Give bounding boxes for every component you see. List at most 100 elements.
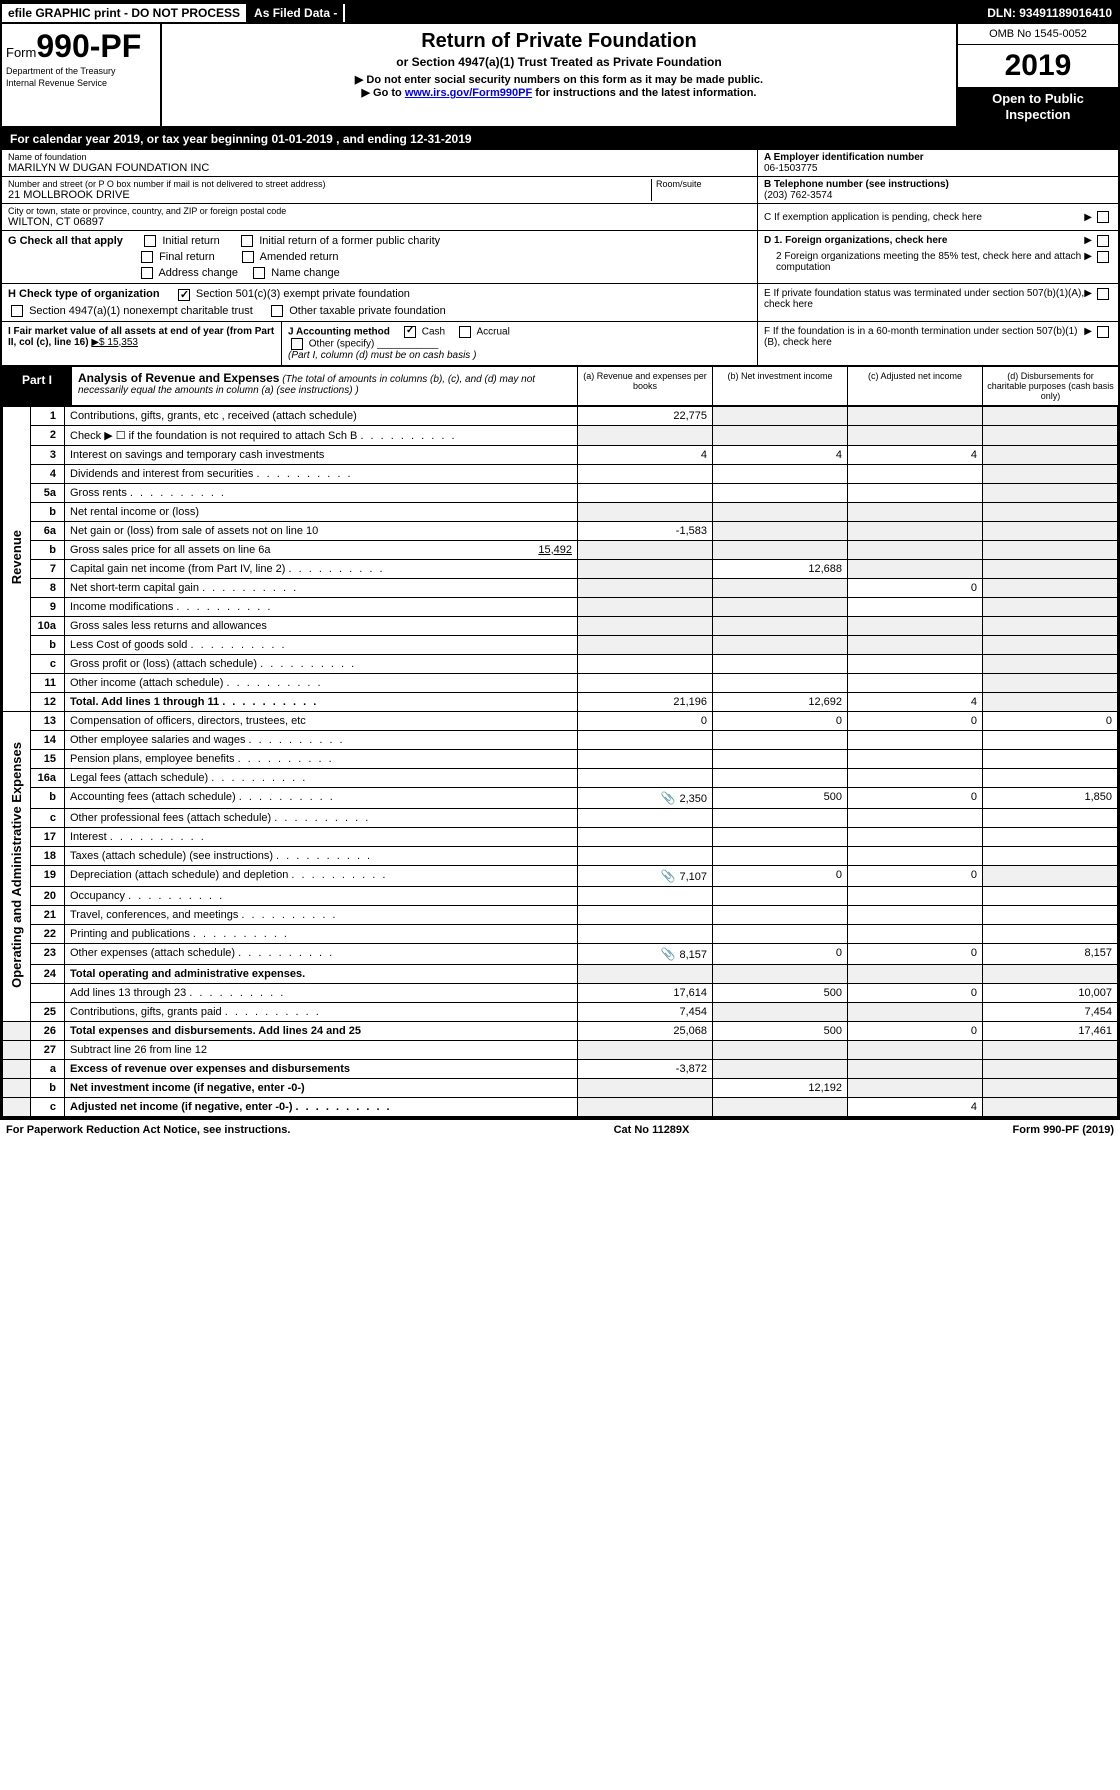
table-row: 8Net short-term capital gain 0 xyxy=(3,578,1118,597)
table-row: 2Check ▶ ☐ if the foundation is not requ… xyxy=(3,425,1118,445)
topbar: efile GRAPHIC print - DO NOT PROCESS As … xyxy=(2,2,1118,24)
attach-icon[interactable]: 📎 xyxy=(661,947,676,961)
j-cash-checkbox[interactable] xyxy=(404,326,416,338)
attach-icon[interactable]: 📎 xyxy=(661,869,676,883)
check-h-row: H Check type of organization Section 501… xyxy=(2,284,1118,321)
dln: DLN: 93491189016410 xyxy=(981,4,1118,22)
i-value: ▶$ 15,353 xyxy=(91,337,138,348)
part1-label: Part I xyxy=(2,367,72,405)
c-label: C If exemption application is pending, c… xyxy=(764,212,1084,223)
col-b-head: (b) Net investment income xyxy=(713,367,848,405)
form-number-block: Form990-PF Department of the Treasury In… xyxy=(2,24,162,126)
phone-value: (203) 762-3574 xyxy=(764,190,1112,201)
irs: Internal Revenue Service xyxy=(6,79,156,89)
phone-label: B Telephone number (see instructions) xyxy=(764,179,1112,190)
table-row: 27Subtract line 26 from line 12 xyxy=(3,1040,1118,1059)
instr-link-row: ▶ Go to www.irs.gov/Form990PF for instru… xyxy=(172,86,946,99)
part1-table: Revenue 1 Contributions, gifts, grants, … xyxy=(2,406,1118,1117)
omb-number: OMB No 1545-0052 xyxy=(958,24,1118,45)
table-row: 3Interest on savings and temporary cash … xyxy=(3,445,1118,464)
d2-checkbox[interactable] xyxy=(1097,251,1109,263)
col-c-head: (c) Adjusted net income xyxy=(848,367,983,405)
part1-header: Part I Analysis of Revenue and Expenses … xyxy=(2,367,1118,406)
room-label: Room/suite xyxy=(656,179,751,189)
tax-year: 2019 xyxy=(958,45,1118,87)
table-row: 5aGross rents xyxy=(3,483,1118,502)
form-header: Form990-PF Department of the Treasury In… xyxy=(2,24,1118,128)
d1-label: D 1. Foreign organizations, check here xyxy=(764,235,947,246)
d1-checkbox[interactable] xyxy=(1097,235,1109,247)
g-amended-checkbox[interactable] xyxy=(242,251,254,263)
j-accrual-checkbox[interactable] xyxy=(459,326,471,338)
table-row: 16aLegal fees (attach schedule) xyxy=(3,768,1118,787)
form-ref: Form 990-PF (2019) xyxy=(1013,1124,1114,1136)
table-row: Revenue 1 Contributions, gifts, grants, … xyxy=(3,406,1118,425)
h-label: H Check type of organization xyxy=(8,288,160,300)
table-row: 17Interest xyxy=(3,827,1118,846)
table-row: 23Other expenses (attach schedule) 📎8,15… xyxy=(3,943,1118,964)
cat-number: Cat No 11289X xyxy=(614,1124,690,1136)
g-initial-former-checkbox[interactable] xyxy=(241,235,253,247)
table-row: 21Travel, conferences, and meetings xyxy=(3,905,1118,924)
name-label: Name of foundation xyxy=(8,152,751,162)
footer: For Paperwork Reduction Act Notice, see … xyxy=(0,1119,1120,1140)
table-row: bNet rental income or (loss) xyxy=(3,502,1118,521)
form-title: Return of Private Foundation xyxy=(172,30,946,53)
j-other-checkbox[interactable] xyxy=(291,338,303,350)
ein-value: 06-1503775 xyxy=(764,163,1112,174)
table-row: Operating and Administrative Expenses 13… xyxy=(3,711,1118,730)
revenue-label: Revenue xyxy=(9,530,24,584)
e-label: E If private foundation status was termi… xyxy=(764,288,1084,316)
h-4947-checkbox[interactable] xyxy=(11,305,23,317)
col-a-head: (a) Revenue and expenses per books xyxy=(578,367,713,405)
g-name-checkbox[interactable] xyxy=(253,267,265,279)
table-row: cGross profit or (loss) (attach schedule… xyxy=(3,654,1118,673)
entity-city-row: City or town, state or province, country… xyxy=(2,204,1118,231)
h-501c3-checkbox[interactable] xyxy=(178,289,190,301)
table-row: bGross sales price for all assets on lin… xyxy=(3,540,1118,559)
e-checkbox[interactable] xyxy=(1097,288,1109,300)
as-filed: As Filed Data - xyxy=(248,4,345,22)
table-row: 7Capital gain net income (from Part IV, … xyxy=(3,559,1118,578)
entity-name-row: Name of foundation MARILYN W DUGAN FOUND… xyxy=(2,150,1118,177)
foundation-name: MARILYN W DUGAN FOUNDATION INC xyxy=(8,162,751,174)
form-prefix: Form xyxy=(6,45,36,60)
open-public: Open to Public Inspection xyxy=(958,87,1118,126)
form-title-block: Return of Private Foundation or Section … xyxy=(162,24,958,126)
table-row: cAdjusted net income (if negative, enter… xyxy=(3,1097,1118,1116)
ein-label: A Employer identification number xyxy=(764,152,1112,163)
table-row: 12Total. Add lines 1 through 11 21,19612… xyxy=(3,692,1118,711)
c-checkbox[interactable] xyxy=(1097,211,1109,223)
table-row: 25Contributions, gifts, grants paid 7,45… xyxy=(3,1002,1118,1021)
f-label: F If the foundation is in a 60-month ter… xyxy=(764,326,1084,361)
d2-label: 2 Foreign organizations meeting the 85% … xyxy=(764,251,1084,273)
table-row: aExcess of revenue over expenses and dis… xyxy=(3,1059,1118,1078)
j-note: (Part I, column (d) must be on cash basi… xyxy=(288,350,476,361)
table-row: 20Occupancy xyxy=(3,886,1118,905)
paperwork-notice: For Paperwork Reduction Act Notice, see … xyxy=(6,1124,290,1136)
instr-ssn: ▶ Do not enter social security numbers o… xyxy=(172,73,946,86)
expenses-label: Operating and Administrative Expenses xyxy=(9,742,24,988)
addr-label: Number and street (or P O box number if … xyxy=(8,179,651,189)
irs-link[interactable]: www.irs.gov/Form990PF xyxy=(405,87,532,99)
g-address-checkbox[interactable] xyxy=(141,267,153,279)
table-row: bLess Cost of goods sold xyxy=(3,635,1118,654)
city-value: WILTON, CT 06897 xyxy=(8,216,751,228)
g-initial-checkbox[interactable] xyxy=(144,235,156,247)
table-row: 22Printing and publications xyxy=(3,924,1118,943)
table-row: 11Other income (attach schedule) xyxy=(3,673,1118,692)
part1-title: Analysis of Revenue and Expenses xyxy=(78,371,279,385)
table-row: bNet investment income (if negative, ent… xyxy=(3,1078,1118,1097)
g-final-checkbox[interactable] xyxy=(141,251,153,263)
street-address: 21 MOLLBROOK DRIVE xyxy=(8,189,651,201)
attach-icon[interactable]: 📎 xyxy=(661,791,676,805)
h-other-checkbox[interactable] xyxy=(271,305,283,317)
table-row: Add lines 13 through 23 17,614500010,007 xyxy=(3,983,1118,1002)
j-label: J Accounting method xyxy=(288,326,390,337)
table-row: 9Income modifications xyxy=(3,597,1118,616)
table-row: 6aNet gain or (loss) from sale of assets… xyxy=(3,521,1118,540)
col-d-head: (d) Disbursements for charitable purpose… xyxy=(983,367,1118,405)
f-checkbox[interactable] xyxy=(1097,326,1109,338)
i-label: I Fair market value of all assets at end… xyxy=(8,326,274,348)
efile-notice: efile GRAPHIC print - DO NOT PROCESS xyxy=(2,4,248,22)
